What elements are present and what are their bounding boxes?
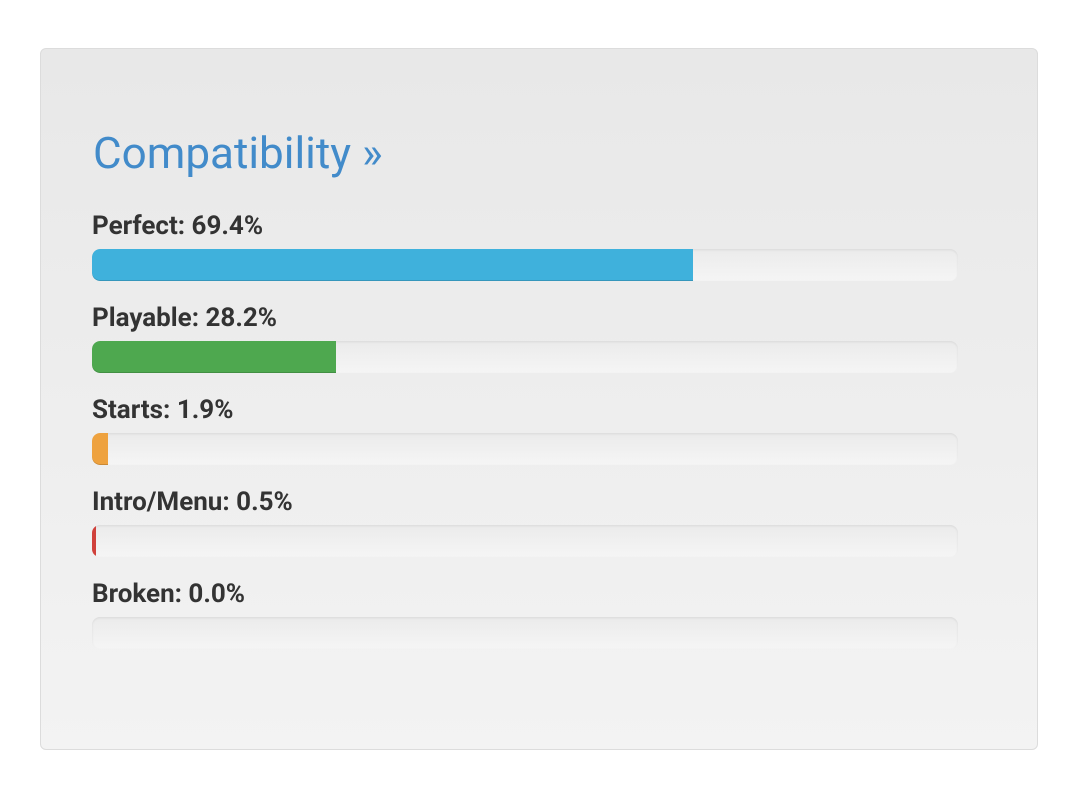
status-row: Perfect: 69.4% [92, 211, 958, 281]
status-label: Broken: 0.0% [92, 579, 246, 609]
status-row: Starts: 1.9% [92, 395, 958, 465]
compatibility-panel: Compatibility » Perfect: 69.4% Playable: … [40, 48, 1038, 750]
progress-track [92, 341, 958, 373]
progress-bar [92, 525, 97, 557]
status-row: Intro/Menu: 0.5% [92, 487, 958, 557]
status-label: Intro/Menu: 0.5% [92, 487, 293, 517]
status-row: Playable: 28.2% [92, 303, 958, 373]
progress-bar [92, 249, 693, 281]
progress-bar [92, 341, 337, 373]
status-row: Broken: 0.0% [92, 579, 958, 649]
status-label: Perfect: 69.4% [92, 211, 264, 241]
status-label: Playable: 28.2% [92, 303, 278, 333]
progress-track [92, 525, 958, 557]
panel-title[interactable]: Compatibility » [93, 127, 383, 179]
status-label: Starts: 1.9% [92, 395, 234, 425]
progress-track [92, 617, 958, 649]
progress-bar [92, 433, 109, 465]
progress-track [92, 249, 958, 281]
progress-track [92, 433, 958, 465]
